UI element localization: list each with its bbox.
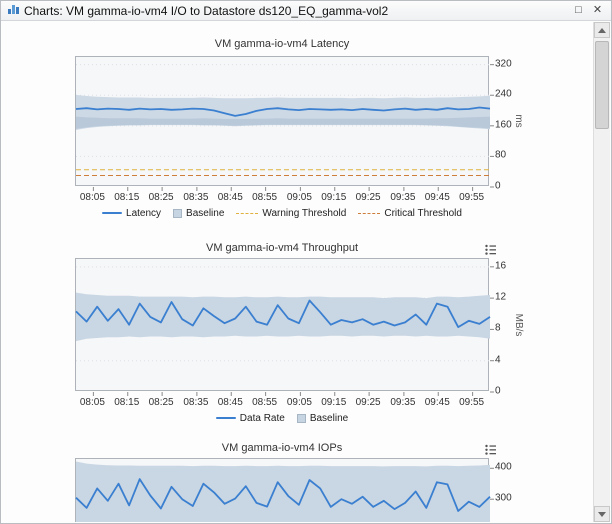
x-tick-label: 09:55 — [459, 192, 485, 203]
y-tick-label: 0 — [495, 180, 501, 192]
iops-plot-area: 010020030040008:0508:1508:2508:3508:4508… — [75, 458, 512, 522]
vertical-scrollbar[interactable] — [593, 22, 610, 522]
band-swatch-icon — [173, 208, 183, 218]
x-tick-label: 08:35 — [183, 192, 209, 203]
x-tick-label: 09:35 — [390, 397, 416, 408]
maximize-button[interactable]: □ — [575, 4, 582, 16]
y-tick-label: 8 — [495, 322, 501, 334]
x-tick-label: 08:55 — [252, 192, 278, 203]
x-tick-label: 08:55 — [252, 397, 278, 408]
x-tick-label: 09:35 — [390, 192, 416, 203]
x-tick-label: 09:55 — [459, 397, 485, 408]
y-tick-label: 320 — [495, 58, 512, 70]
x-tick-label: 08:05 — [79, 397, 105, 408]
y-tick-label: 160 — [495, 119, 512, 131]
legend-label: Warning Threshold — [262, 207, 347, 219]
y-tick-label: 80 — [495, 149, 507, 161]
x-tick-label: 09:25 — [355, 192, 381, 203]
dash-swatch-icon — [236, 212, 259, 214]
iops-chart-title: VM gamma-io-vm4 IOPs — [221, 442, 343, 454]
scrollbar-track[interactable] — [594, 38, 610, 506]
latency-legend: Latency Baseline Warning Threshold Critical… — [75, 206, 489, 220]
x-tick-label: 09:05 — [286, 192, 312, 203]
scroll-down-button[interactable] — [594, 506, 610, 522]
y-tick-label: 400 — [495, 461, 512, 473]
legend-label: Data Rate — [239, 412, 285, 424]
latency-chart-section: VM gamma-io-vm4 Latency ms 0 80 160 240 320 0… — [2, 22, 593, 220]
line-swatch-icon — [102, 212, 123, 214]
x-tick-label: 08:35 — [183, 397, 209, 408]
x-tick-label: 08:15 — [114, 192, 140, 203]
x-tick-label: 08:25 — [148, 192, 174, 203]
x-tick-label: 09:45 — [424, 192, 450, 203]
chart-options-icon[interactable] — [484, 243, 497, 256]
latency-plot-area: ms 0 80 160 240 320 08:05 08:15 08:25 08:35 08:45… — [75, 56, 524, 204]
x-tick-label: 09:25 — [355, 397, 381, 408]
band-swatch-icon — [296, 413, 306, 423]
legend-item: Baseline — [173, 208, 224, 219]
dash-swatch-icon — [358, 212, 381, 214]
y-tick-label: 0 — [495, 385, 501, 397]
throughput-y-unit: MB/s — [513, 313, 524, 336]
throughput-plot — [75, 258, 494, 396]
arrow-down-icon — [598, 511, 606, 517]
arrow-up-icon — [598, 27, 606, 33]
charts-content: VM gamma-io-vm4 Latency ms 0 80 160 240 320 0… — [2, 22, 593, 522]
legend-item: Warning Threshold — [236, 208, 346, 219]
x-tick-label: 08:45 — [217, 397, 243, 408]
x-tick-label: 08:15 — [114, 397, 140, 408]
y-tick-label: 240 — [495, 88, 512, 100]
y-tick-label: 16 — [495, 260, 507, 272]
x-tick-label: 09:15 — [321, 397, 347, 408]
scrollbar-thumb[interactable] — [595, 41, 609, 129]
x-tick-label: 08:45 — [217, 192, 243, 203]
legend-item: Critical Threshold — [358, 208, 462, 219]
window-title: Charts: VM gamma-io-vm4 I/O to Datastore… — [24, 3, 389, 18]
legend-item: Data Rate — [215, 412, 285, 424]
y-tick-label: 4 — [495, 354, 501, 366]
throughput-legend: Data Rate Baseline — [75, 411, 489, 425]
scroll-up-button[interactable] — [594, 22, 610, 38]
y-tick-label: 12 — [495, 291, 507, 303]
x-tick-label: 08:25 — [148, 397, 174, 408]
legend-label: Latency — [126, 207, 162, 219]
latency-plot — [75, 56, 494, 191]
latency-y-unit: ms — [513, 114, 524, 128]
line-swatch-icon — [215, 417, 236, 419]
legend-label: Baseline — [186, 207, 225, 219]
legend-label: Critical Threshold — [384, 207, 462, 219]
charts-window-icon — [7, 2, 19, 20]
x-tick-label: 08:05 — [79, 192, 105, 203]
close-button[interactable]: ✕ — [592, 4, 603, 16]
y-tick-label: 300 — [495, 492, 512, 504]
x-tick-label: 09:15 — [321, 192, 347, 203]
throughput-chart-section: VM gamma-io-vm4 Throughput MB/s 0 4 8 12 16 0… — [2, 220, 593, 425]
legend-label: Baseline — [309, 412, 349, 424]
x-tick-label: 09:45 — [424, 397, 450, 408]
legend-item: Latency — [102, 208, 161, 219]
chart-options-icon[interactable] — [484, 443, 497, 456]
iops-plot — [75, 458, 494, 522]
window-titlebar[interactable]: Charts: VM gamma-io-vm4 I/O to Datastore… — [1, 1, 611, 21]
throughput-chart-title: VM gamma-io-vm4 Throughput — [205, 242, 359, 254]
iops-chart-section: VM gamma-io-vm4 IOPs 010020030040008:050… — [2, 425, 593, 522]
throughput-plot-area: MB/s 0 4 8 12 16 08:05 08:15 08:25 08:35 08:45 08:… — [75, 258, 524, 411]
x-tick-label: 09:05 — [286, 397, 312, 408]
latency-chart-title: VM gamma-io-vm4 Latency — [214, 38, 350, 50]
legend-item: Baseline — [296, 412, 349, 424]
